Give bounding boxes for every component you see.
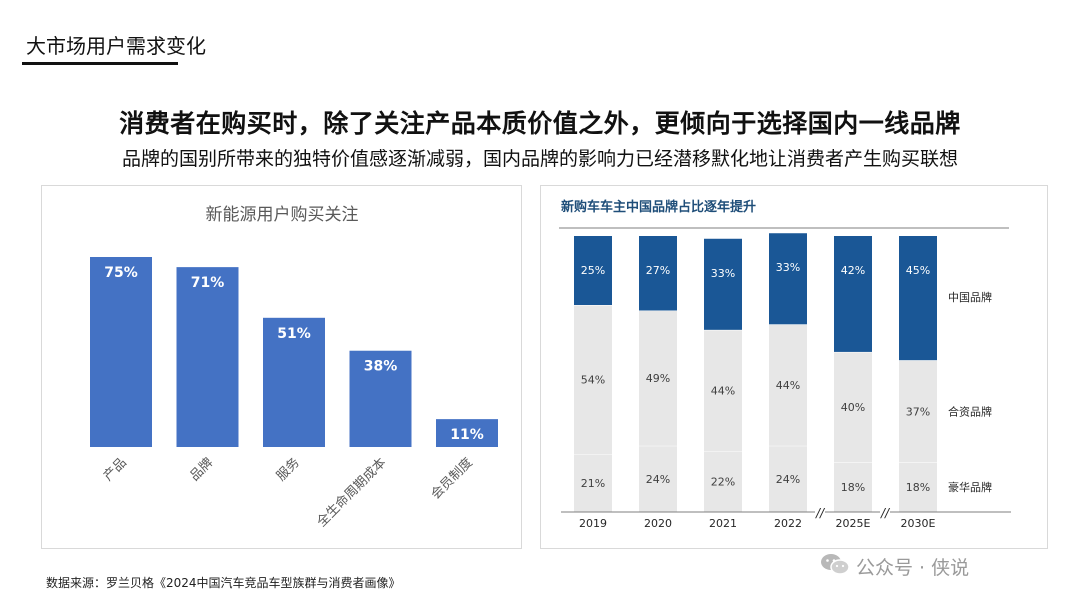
segment-value-label: 18% [841,481,865,494]
segment-value-label: 24% [646,473,670,486]
stack-segment [834,236,872,352]
stack-segment [639,310,677,446]
segment-value-label: 44% [776,379,800,392]
legend-label: 豪华品牌 [948,480,992,494]
bar-value-label: 75% [104,265,138,281]
year-label: 2021 [709,517,737,530]
segment-value-label: 33% [776,261,800,274]
category-label: 会员制度 [428,455,476,503]
category-label: 服务 [273,455,303,485]
stack-segment [834,462,872,512]
stack-segment [899,236,937,361]
left-chart-svg: 新能源用户购买关注 75% 产品 71% 品牌 51% 服务 38% 全生命周期成本 11% 会员制… [90,205,498,531]
segment-value-label: 21% [581,477,605,490]
section-underline [22,62,178,65]
segment-value-label: 44% [711,385,735,398]
stack-segment [574,236,612,305]
year-label: 2025E [836,517,871,530]
stack-segment [769,233,807,325]
bar [176,267,239,447]
segment-value-label: 33% [711,267,735,280]
bar [263,317,325,447]
category-label: 全生命周期成本 [314,455,390,531]
stack-segment [574,305,612,455]
stack-segment [639,445,677,512]
right-chart-svg: 新购车车主中国品牌占比逐年提升 21% 54% 25% 2019 24% 49% 27% 202… [559,199,1011,530]
segment-value-label: 54% [581,374,605,387]
bar [349,350,412,447]
segment-value-label: 24% [776,473,800,486]
bar-value-label: 71% [191,275,225,291]
right-chart-title: 新购车车主中国品牌占比逐年提升 [561,199,756,215]
bar-value-label: 11% [450,427,484,443]
segment-value-label: 49% [646,372,670,385]
stack-segment [704,329,742,452]
legend-label: 中国品牌 [948,290,992,304]
legend-label: 合资品牌 [948,404,992,418]
left-chart-panel: 新能源用户购买关注 75% 产品 71% 品牌 51% 服务 38% 全生命周期成本 11% 会员制… [41,185,522,549]
bar-value-label: 38% [364,359,398,375]
left-chart-title: 新能源用户购买关注 [206,205,359,225]
axis-break-gap [880,509,890,515]
segment-value-label: 22% [711,476,735,489]
axis-break-marker: // [880,506,891,520]
segment-value-label: 37% [906,405,930,418]
segment-value-label: 45% [906,264,930,277]
stack-segment [639,236,677,311]
bar [90,257,152,447]
segment-value-label: 42% [841,264,865,277]
watermark: 公众号 · 侠说 [820,552,969,581]
right-chart-panel: 新购车车主中国品牌占比逐年提升 21% 54% 25% 2019 24% 49% 27% 202… [540,185,1048,549]
segment-value-label: 18% [906,481,930,494]
section-title: 大市场用户需求变化 [26,34,206,58]
segment-value-label: 27% [646,264,670,277]
category-label: 品牌 [187,455,217,485]
stack-segment [769,445,807,512]
axis-break-gap [815,509,825,515]
stack-segment [834,351,872,463]
stack-segment [899,462,937,512]
segment-value-label: 25% [581,264,605,277]
year-label: 2019 [579,517,607,530]
headline: 消费者在购买时，除了关注产品本质价值之外，更倾向于选择国内一线品牌 [119,109,961,138]
source-note: 数据来源：罗兰贝格《2024中国汽车竞品车型族群与消费者画像》 [46,576,401,590]
stack-segment [704,451,742,512]
stack-segment [899,360,937,463]
stack-segment [574,454,612,512]
subline: 品牌的国别所带来的独特价值感逐渐减弱，国内品牌的影响力已经潜移默化地让消费者产生… [121,148,958,170]
axis-break-marker: // [815,506,826,520]
bar [436,419,498,447]
stack-segment [769,324,807,446]
segment-value-label: 40% [841,401,865,414]
year-label: 2030E [901,517,936,530]
year-label: 2020 [644,517,672,530]
bar-value-label: 51% [277,326,311,342]
watermark-text: 公众号 · 侠说 [856,557,970,579]
wechat-icon [820,552,850,581]
category-label: 产品 [101,455,130,484]
stack-segment [704,238,742,330]
year-label: 2022 [774,517,802,530]
